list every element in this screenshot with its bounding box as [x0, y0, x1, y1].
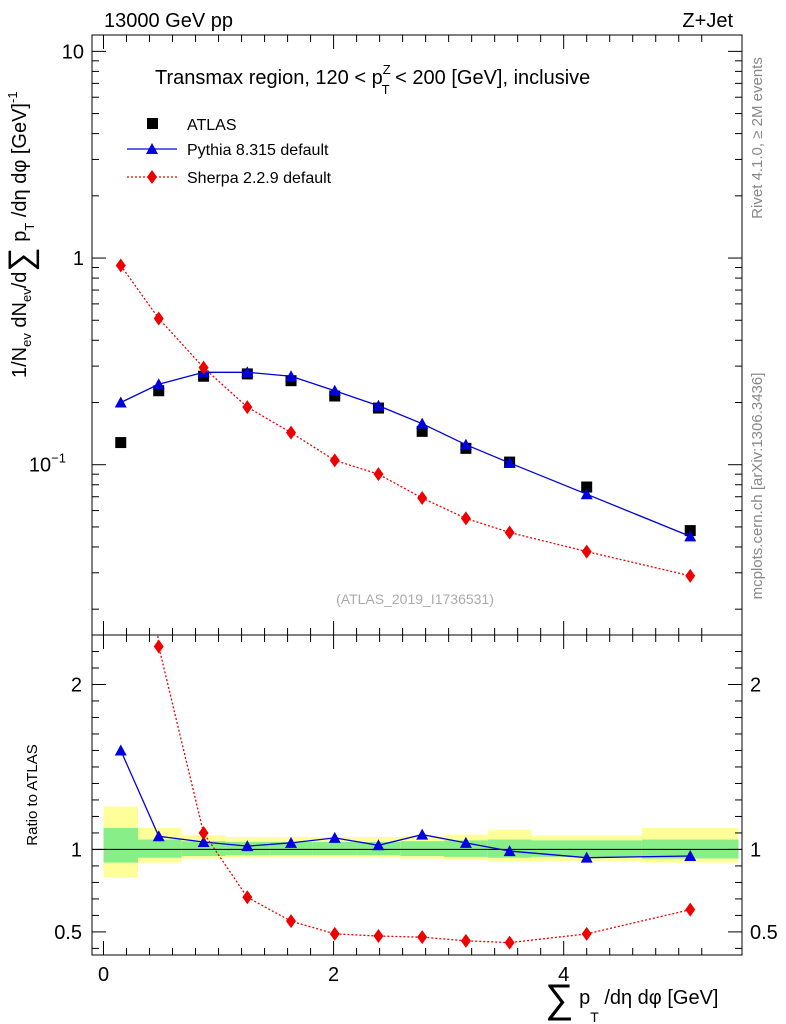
x-tick-label: 4	[558, 964, 569, 986]
main-y-tick-label: 1	[73, 248, 84, 270]
main-point-1-10	[580, 488, 593, 500]
main-point-2-8	[460, 511, 471, 526]
legend-entry-atlas: ATLAS	[147, 117, 237, 134]
main-point-1-1	[152, 378, 165, 390]
ratio-point-1-8	[460, 933, 471, 948]
ratio-band-inner-5	[312, 842, 357, 856]
ratio-point-0-6	[372, 839, 385, 851]
legend-entry-pythia: Pythia 8.315 default	[127, 142, 329, 159]
main-point-0-0	[115, 437, 127, 449]
legend-pythia-marker	[146, 143, 158, 154]
legend-atlas-marker	[147, 118, 158, 129]
main-y-axis-label: 1/Nev dNev/d∑ pT /dη dφ [GeV]-1	[2, 91, 40, 378]
ratio-series-line-0	[120, 750, 691, 859]
header-process-label: Z+Jet	[682, 10, 733, 32]
main-point-1-5	[328, 384, 341, 396]
ratio-point-1-3	[242, 890, 253, 905]
ratio-y-tick-label: 0.5	[54, 922, 82, 944]
ratio-y-tick-label: 1	[71, 839, 82, 861]
ratio-point-1-9	[504, 935, 515, 950]
main-series-line-1	[120, 371, 691, 537]
main-point-1-8	[459, 438, 472, 450]
ratio-band-inner-4	[269, 842, 313, 856]
legend: ATLAS Pythia 8.315 default Sherpa 2.2.9 …	[127, 117, 332, 187]
rivet-version-label: Rivet 4.1.0, ≥ 2M events	[749, 57, 766, 219]
ratio-y-axis-label: Ratio to ATLAS	[24, 744, 41, 845]
x-tick-label: 0	[98, 964, 109, 986]
ratio-point-1-5	[329, 926, 340, 941]
ratio-point-0-0	[114, 744, 127, 756]
main-point-2-3	[242, 400, 253, 415]
ratio-y-tick-label-right: 2	[750, 674, 761, 696]
main-point-2-2	[198, 360, 209, 375]
main-point-2-0	[115, 258, 126, 273]
ratio-point-0-2	[197, 836, 210, 848]
main-point-1-4	[285, 370, 298, 382]
ratio-point-0-3	[241, 840, 254, 852]
main-point-0-1	[153, 385, 165, 397]
ratio-point-0-1	[152, 830, 165, 842]
ratio-point-1-2	[198, 825, 209, 840]
ratio-panel: 0 2 4 2 2 1 1 0.5 0.5 Ratio to ATLAS ∑ pT /dη dφ…	[24, 634, 778, 1024]
ratio-point-0-10	[580, 851, 593, 863]
legend-pythia-label: Pythia 8.315 default	[187, 142, 329, 159]
ratio-band-inner-10	[531, 840, 642, 857]
ratio-y-tick-label: 2	[71, 674, 82, 696]
main-point-2-10	[581, 544, 592, 559]
main-y-tick-label: 10−1	[29, 451, 66, 477]
main-point-1-11	[684, 530, 697, 542]
ratio-point-0-5	[328, 831, 341, 843]
ratio-series-line-1	[157, 635, 691, 944]
main-point-0-5	[329, 390, 341, 402]
main-point-2-11	[685, 568, 696, 583]
legend-sherpa-marker	[147, 170, 157, 184]
ratio-plot-frame	[91, 634, 743, 956]
ratio-point-0-7	[416, 828, 429, 840]
main-point-1-7	[416, 417, 429, 429]
main-chart-title: Transmax region, 120 < pZ T < 200 [GeV], …	[155, 62, 590, 97]
ratio-point-1-1	[153, 639, 164, 654]
ratio-point-0-9	[503, 845, 516, 857]
ratio-point-1-10	[581, 926, 592, 941]
main-point-2-4	[286, 425, 297, 440]
x-tick-label: 2	[328, 964, 339, 986]
main-point-2-9	[504, 525, 515, 540]
ratio-point-1-4	[286, 914, 297, 929]
main-point-2-5	[329, 453, 340, 468]
x-axis-label: ∑ pT /dη dφ [GeV]	[545, 977, 718, 1024]
ratio-band-inner-2	[181, 841, 226, 857]
main-point-1-0	[114, 396, 127, 408]
ratio-point-0-4	[285, 836, 298, 848]
header-energy-label: 13000 GeV pp	[104, 10, 233, 32]
ratio-y-tick-label-right: 1	[750, 839, 761, 861]
mcplots-source-label: mcplots.cern.ch [arXiv:1306.3436]	[749, 373, 766, 600]
main-panel: 10 1 10−1 Transmax region, 120 < pZ T < 200…	[2, 34, 743, 636]
main-series-line-2	[120, 265, 691, 577]
main-point-0-7	[416, 425, 428, 437]
analysis-watermark: (ATLAS_2019_I1736531)	[336, 591, 494, 607]
legend-entry-sherpa: Sherpa 2.2.9 default	[127, 170, 332, 187]
ratio-y-tick-label-right: 0.5	[750, 922, 778, 944]
ratio-point-1-6	[373, 929, 384, 944]
ratio-band-inner-1	[138, 839, 182, 858]
ratio-band-inner-7	[400, 841, 445, 857]
main-point-2-7	[417, 491, 428, 506]
ratio-band-inner-0	[103, 827, 139, 863]
main-point-2-1	[153, 311, 164, 326]
main-point-0-10	[581, 481, 593, 493]
main-y-tick-label: 10	[62, 41, 84, 63]
ratio-point-1-11	[685, 902, 696, 917]
ratio-point-0-8	[459, 836, 472, 848]
main-point-1-3	[241, 366, 254, 378]
main-point-1-9	[503, 456, 516, 468]
ratio-point-1-7	[417, 930, 428, 945]
main-point-2-6	[373, 467, 384, 482]
main-point-1-6	[372, 399, 385, 411]
ratio-point-0-11	[684, 850, 697, 862]
legend-sherpa-label: Sherpa 2.2.9 default	[187, 170, 332, 187]
legend-atlas-label: ATLAS	[187, 117, 237, 134]
